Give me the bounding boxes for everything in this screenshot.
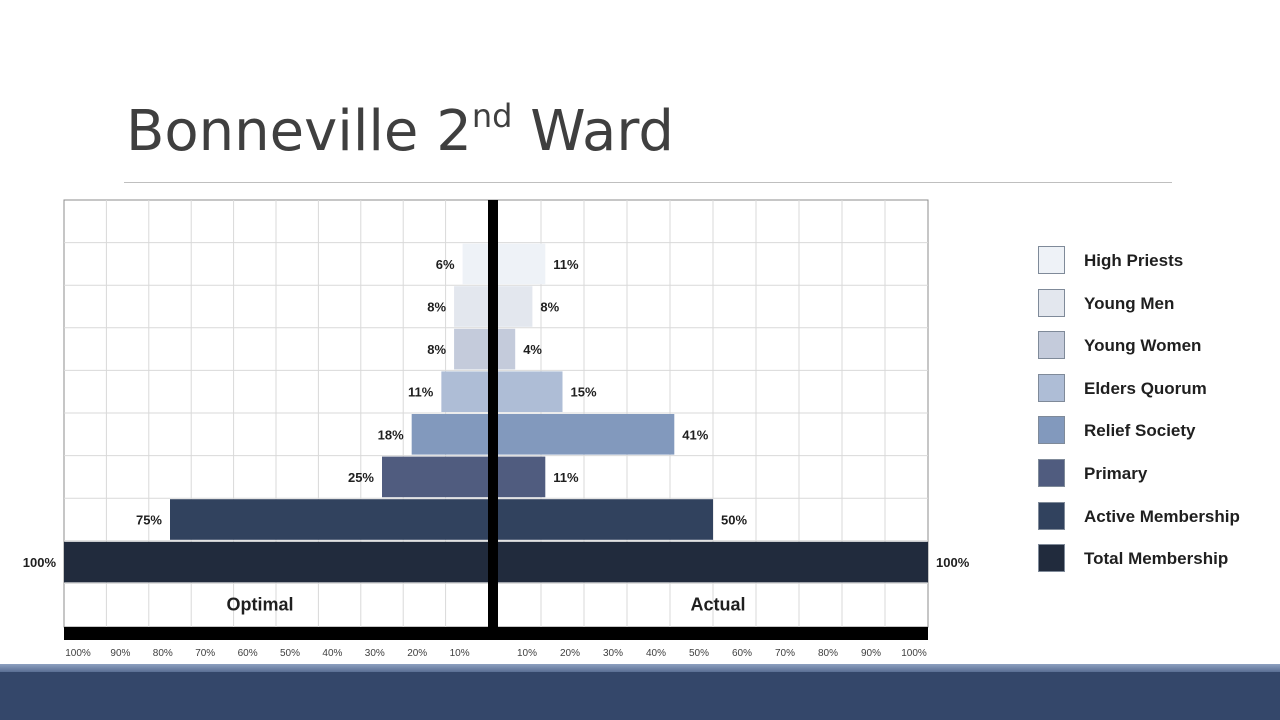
x-axis-bar [64, 627, 928, 640]
legend-swatch [1038, 246, 1065, 274]
legend-swatch [1038, 331, 1065, 360]
x-tick-label-left: 30% [365, 648, 385, 659]
bar-optimal [454, 328, 488, 370]
chart-bars [64, 200, 928, 640]
membership-chart: 6% 11%8% 8%8% 4%11% 15%18% 41%25% 11%75% 50%100… [23, 199, 970, 659]
footer-accent-line [0, 664, 1280, 672]
data-label-optimal: 8% [427, 300, 446, 315]
legend-label: Elders Quorum [1084, 378, 1207, 398]
title-superscript: nd [471, 97, 513, 135]
bar-actual [498, 328, 516, 370]
x-tick-label-right: 40% [646, 648, 666, 659]
data-label-optimal: 100% [23, 555, 57, 570]
x-tick-label-left: 70% [195, 648, 215, 659]
data-label-actual: 11% [553, 470, 579, 485]
bar-actual [498, 499, 713, 540]
data-label-optimal: 6% [436, 257, 455, 272]
x-tick-label-left: 50% [280, 648, 300, 659]
x-tick-label-left: 60% [238, 648, 258, 659]
bar-actual [498, 414, 675, 455]
bar-optimal [411, 414, 488, 455]
x-tick-label-left: 10% [450, 648, 470, 659]
legend-label: Primary [1084, 464, 1148, 483]
legend-swatch [1038, 501, 1065, 530]
data-label-actual: 41% [682, 427, 708, 442]
data-label-optimal: 25% [348, 470, 374, 485]
bar-actual [498, 371, 563, 412]
legend-swatch [1038, 373, 1065, 402]
footer-bar [0, 672, 1280, 720]
chart-x-ticks: 100% 90% 80% 70% 60% 50% 40% 30% 20% 10% 10% 20% 30%… [65, 648, 927, 659]
x-tick-label-left: 90% [110, 648, 130, 659]
bar-optimal [170, 499, 488, 540]
x-tick-label-right: 20% [560, 648, 580, 659]
x-tick-label-right: 80% [818, 648, 838, 659]
bar-optimal [64, 541, 488, 583]
bar-optimal [454, 286, 488, 327]
legend-label: High Priests [1084, 251, 1184, 270]
series-name-actual: Actual [690, 595, 745, 615]
bar-actual [498, 541, 928, 583]
slide-title: Bonneville 2nd Ward [126, 100, 674, 160]
x-tick-label-right: 10% [517, 648, 537, 659]
data-label-actual: 15% [571, 385, 597, 400]
bar-optimal [462, 243, 488, 285]
bar-optimal [441, 371, 488, 412]
data-label-actual: 8% [540, 300, 559, 315]
legend-label: Young Women [1084, 336, 1202, 356]
legend-swatch [1038, 544, 1065, 573]
x-tick-label-right: 70% [775, 648, 795, 659]
data-label-actual: 100% [936, 555, 970, 570]
x-tick-label-left: 80% [153, 648, 173, 659]
chart-data-labels: 6% 11% 8% 8% 8% 4% 11% 15% 18% 41% 25% 11% 75% 50% 100… [23, 257, 970, 615]
title-end: Ward [512, 99, 674, 164]
data-label-optimal: 11% [408, 385, 434, 400]
legend-label: Relief Society [1084, 421, 1196, 441]
legend-label: Young Men [1084, 293, 1175, 313]
data-label-actual: 4% [523, 342, 542, 357]
x-tick-label-right: 30% [603, 648, 623, 659]
legend-label: Total Membership [1084, 549, 1229, 569]
series-name-optimal: Optimal [226, 595, 293, 615]
bar-actual [498, 456, 546, 498]
data-label-actual: 50% [721, 513, 747, 528]
legend-swatch [1038, 459, 1065, 487]
x-tick-label-left: 40% [322, 648, 342, 659]
title-main: Bonneville 2 [126, 99, 472, 164]
x-tick-label-left: 100% [65, 648, 91, 659]
bar-optimal [382, 456, 488, 498]
x-tick-label-right: 90% [861, 648, 881, 659]
x-tick-label-left: 20% [407, 648, 427, 659]
legend-swatch [1038, 288, 1065, 317]
legend-swatch [1038, 416, 1065, 445]
legend-label: Active Membership [1084, 506, 1240, 526]
data-label-optimal: 18% [378, 427, 404, 442]
bar-actual [498, 286, 533, 327]
x-tick-label-right: 60% [732, 648, 752, 659]
data-label-actual: 11% [553, 257, 579, 272]
bar-actual [498, 243, 546, 285]
title-divider [124, 182, 1172, 183]
chart-container: 6% 11% 8% 8% 8% 4% 11% 15% 18% 41% 25% 11% 75% 50% 100… [0, 190, 1000, 670]
center-axis [488, 200, 498, 627]
x-tick-label-right: 100% [901, 648, 927, 659]
x-tick-label-right: 50% [689, 648, 709, 659]
data-label-optimal: 8% [427, 342, 446, 357]
data-label-optimal: 75% [136, 513, 162, 528]
